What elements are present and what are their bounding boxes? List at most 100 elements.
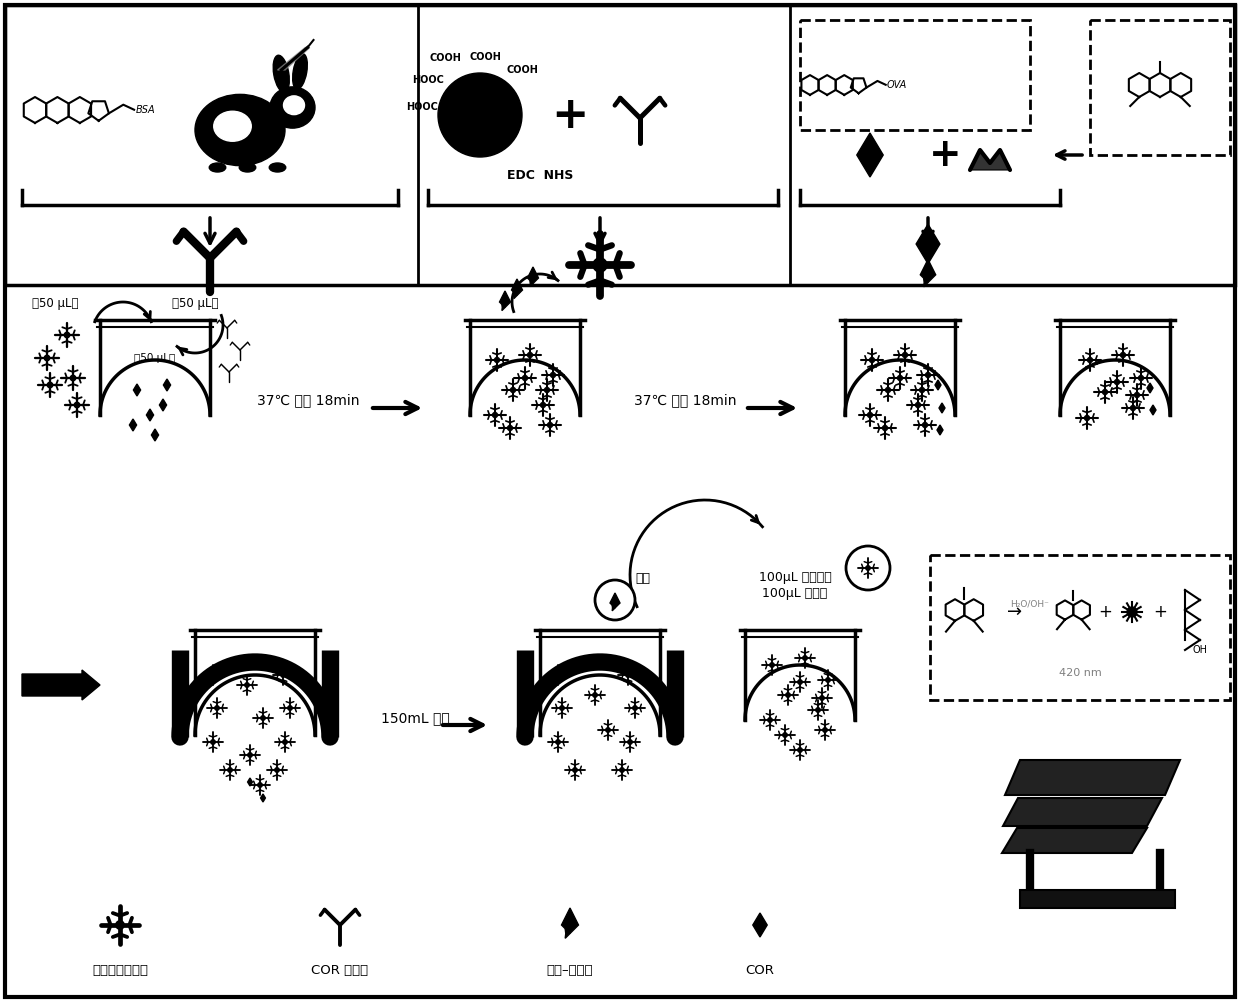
FancyArrow shape [22,670,100,700]
Text: 100μL 预激发液: 100μL 预激发液 [759,571,831,584]
Text: COOH: COOH [429,53,461,63]
Ellipse shape [210,163,226,172]
Circle shape [64,333,69,338]
Polygon shape [935,380,941,390]
Circle shape [288,705,293,710]
Text: EDC  NHS: EDC NHS [507,168,573,181]
Circle shape [283,739,288,744]
Circle shape [556,672,560,677]
Circle shape [1102,390,1107,395]
Circle shape [820,695,825,700]
Polygon shape [500,291,511,308]
Circle shape [522,376,527,381]
Text: +: + [1153,603,1167,621]
Circle shape [215,705,219,710]
Circle shape [606,727,610,732]
Circle shape [573,768,578,773]
Circle shape [626,672,630,677]
Circle shape [71,376,76,381]
Text: 属走: 属走 [635,571,651,584]
Circle shape [915,403,920,408]
Ellipse shape [293,54,308,89]
Text: OH: OH [1193,645,1208,655]
Polygon shape [513,293,517,299]
Text: HOOC: HOOC [405,102,438,112]
Circle shape [115,921,124,929]
Text: （50 μL）: （50 μL） [172,297,218,310]
Polygon shape [129,419,136,431]
Circle shape [551,373,556,378]
Circle shape [228,768,232,773]
Circle shape [495,358,500,363]
Circle shape [797,747,802,753]
Circle shape [244,682,249,687]
Circle shape [593,692,598,697]
Polygon shape [1149,405,1156,415]
Ellipse shape [239,163,255,172]
Circle shape [786,692,790,697]
Polygon shape [160,399,166,411]
Polygon shape [970,150,1011,170]
Polygon shape [151,429,159,441]
Ellipse shape [213,111,252,141]
Text: BSA: BSA [135,105,155,115]
Circle shape [883,426,888,431]
Polygon shape [527,267,538,284]
Circle shape [620,768,624,773]
Circle shape [802,655,807,660]
Text: COR 兔多抗: COR 兔多抗 [311,964,368,977]
Circle shape [923,423,928,428]
Circle shape [45,356,50,361]
Polygon shape [939,403,945,413]
Bar [1021,890,1176,908]
Polygon shape [502,305,505,311]
Polygon shape [1002,828,1147,853]
Circle shape [507,426,512,431]
Text: COOH: COOH [469,52,501,62]
Circle shape [816,707,820,712]
Text: （50 μL）: （50 μL） [32,297,78,310]
Circle shape [1085,416,1090,421]
Circle shape [492,413,497,418]
Polygon shape [1004,760,1180,795]
Circle shape [280,672,285,677]
Polygon shape [248,778,253,786]
Text: 100μL 激发液: 100μL 激发液 [763,587,827,600]
Circle shape [866,566,870,570]
Circle shape [868,413,873,418]
Circle shape [885,388,890,393]
Polygon shape [753,913,768,937]
Polygon shape [511,279,522,296]
Circle shape [47,382,53,388]
Text: 包被羊抗兔磁珠: 包被羊抗兔磁珠 [92,964,148,977]
Polygon shape [920,260,936,283]
Text: →: → [1007,603,1023,621]
Circle shape [903,353,908,358]
Ellipse shape [195,94,285,165]
Text: +: + [552,93,589,136]
Ellipse shape [269,163,285,172]
Circle shape [846,546,890,590]
Text: H₂O/OH⁻: H₂O/OH⁻ [1011,599,1049,608]
Circle shape [797,679,802,684]
Circle shape [527,353,532,358]
Circle shape [1135,393,1140,398]
Circle shape [920,388,925,393]
Circle shape [770,662,774,667]
Text: COR: COR [745,964,775,977]
Circle shape [559,705,564,710]
Circle shape [826,677,831,682]
Ellipse shape [270,87,315,128]
Polygon shape [134,384,140,396]
Polygon shape [857,133,883,177]
Circle shape [898,376,903,381]
Circle shape [211,739,216,744]
Polygon shape [1147,383,1153,393]
Circle shape [258,783,262,788]
Circle shape [1115,380,1120,385]
Circle shape [869,358,874,363]
Circle shape [548,423,553,428]
Circle shape [782,732,787,737]
Text: +: + [1099,603,1112,621]
Polygon shape [164,379,171,391]
